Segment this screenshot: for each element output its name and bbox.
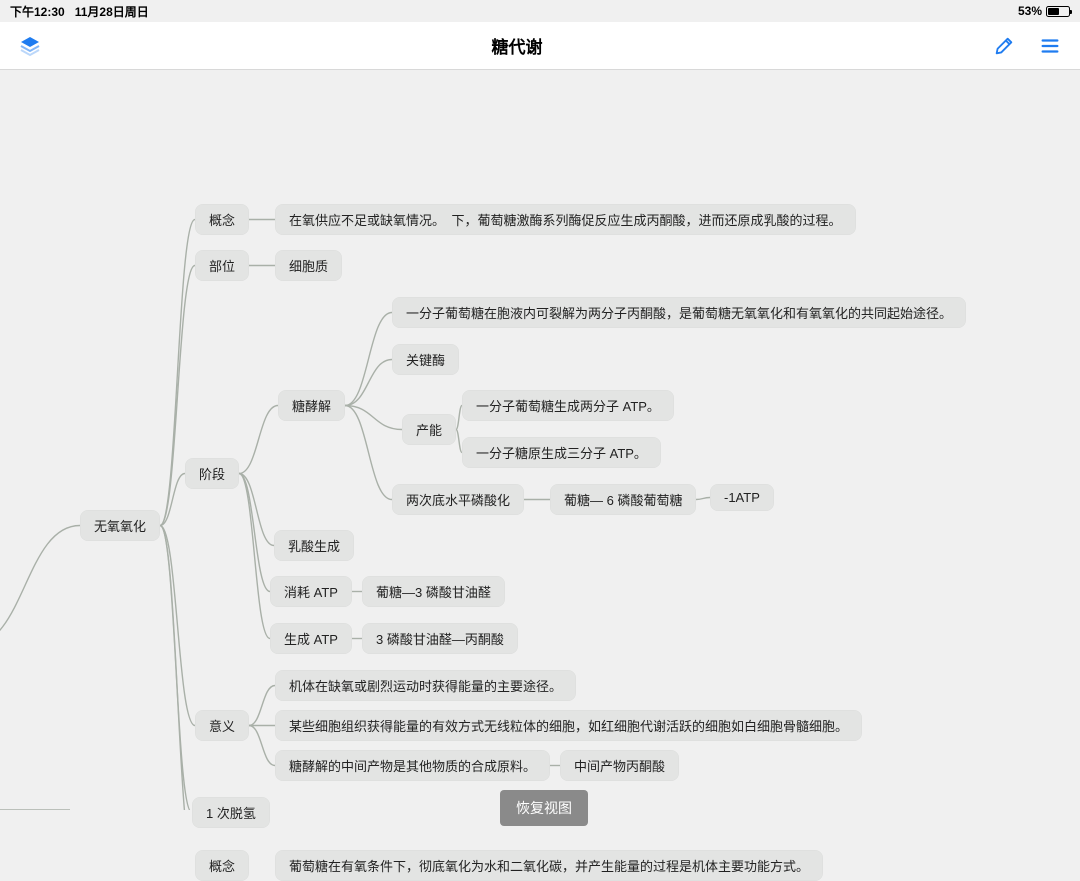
restore-view-button[interactable]: 恢复视图 — [500, 790, 588, 826]
mindmap-node[interactable]: 意义 — [195, 710, 249, 741]
status-date: 11月28日周日 — [75, 3, 149, 20]
page-title: 糖代谢 — [492, 33, 543, 58]
mindmap-node[interactable]: 一分子糖原生成三分子 ATP。 — [462, 437, 661, 468]
mindmap-node[interactable]: 葡萄糖在有氧条件下，彻底氧化为水和二氧化碳，并产生能量的过程是机体主要功能方式。 — [275, 850, 823, 881]
mindmap-node[interactable]: -1ATP — [710, 484, 774, 511]
status-bar: 下午12:30 11月28日周日 53% — [0, 0, 1080, 22]
mindmap-canvas[interactable]: 恢复视图 无氧氧化概念在氧供应不足或缺氧情况。 下，葡萄糖激酶系列酶促反应生成丙… — [0, 70, 1080, 810]
mindmap-node[interactable]: 机体在缺氧或剧烈运动时获得能量的主要途径。 — [275, 670, 576, 701]
mindmap-node[interactable]: 概念 — [195, 850, 249, 881]
mindmap-node[interactable]: 葡糖—3 磷酸甘油醛 — [362, 576, 505, 607]
nav-bar: 糖代谢 — [0, 22, 1080, 70]
battery-icon — [1046, 6, 1070, 17]
battery-label: 53% — [1018, 4, 1042, 18]
mindmap-node[interactable]: 两次底水平磷酸化 — [392, 484, 524, 515]
mindmap-node[interactable]: 1 次脱氢 — [192, 797, 270, 828]
mindmap-node[interactable]: 在氧供应不足或缺氧情况。 下，葡萄糖激酶系列酶促反应生成丙酮酸，进而还原成乳酸的… — [275, 204, 856, 235]
mindmap-node[interactable]: 消耗 ATP — [270, 576, 352, 607]
status-time: 下午12:30 — [10, 3, 65, 20]
mindmap-node[interactable]: 一分子葡萄糖在胞液内可裂解为两分子丙酮酸，是葡萄糖无氧氧化和有氧氧化的共同起始途… — [392, 297, 966, 328]
layers-icon[interactable] — [18, 34, 42, 58]
mindmap-node[interactable]: 某些细胞组织获得能量的有效方式无线粒体的细胞，如红细胞代谢活跃的细胞如白细胞骨髓… — [275, 710, 862, 741]
mindmap-node[interactable]: 部位 — [195, 250, 249, 281]
mindmap-node[interactable]: 糖酵解 — [278, 390, 345, 421]
mindmap-node[interactable]: 产能 — [402, 414, 456, 445]
mindmap-node[interactable]: 细胞质 — [275, 250, 342, 281]
mindmap-node[interactable]: 无氧氧化 — [80, 510, 160, 541]
mindmap-node[interactable]: 乳酸生成 — [274, 530, 354, 561]
battery-fill — [1048, 8, 1059, 15]
mindmap-node[interactable]: 3 磷酸甘油醛—丙酮酸 — [362, 623, 518, 654]
mindmap-node[interactable]: 生成 ATP — [270, 623, 352, 654]
mindmap-node[interactable]: 葡糖— 6 磷酸葡萄糖 — [550, 484, 696, 515]
mindmap-node[interactable]: 一分子葡萄糖生成两分子 ATP。 — [462, 390, 674, 421]
mindmap-node[interactable]: 概念 — [195, 204, 249, 235]
menu-icon[interactable] — [1038, 34, 1062, 58]
mindmap-node[interactable]: 关键酶 — [392, 344, 459, 375]
mindmap-node[interactable]: 阶段 — [185, 458, 239, 489]
brush-icon[interactable] — [992, 34, 1016, 58]
mindmap-node[interactable]: 糖酵解的中间产物是其他物质的合成原料。 — [275, 750, 550, 781]
mindmap-node[interactable]: 中间产物丙酮酸 — [560, 750, 679, 781]
